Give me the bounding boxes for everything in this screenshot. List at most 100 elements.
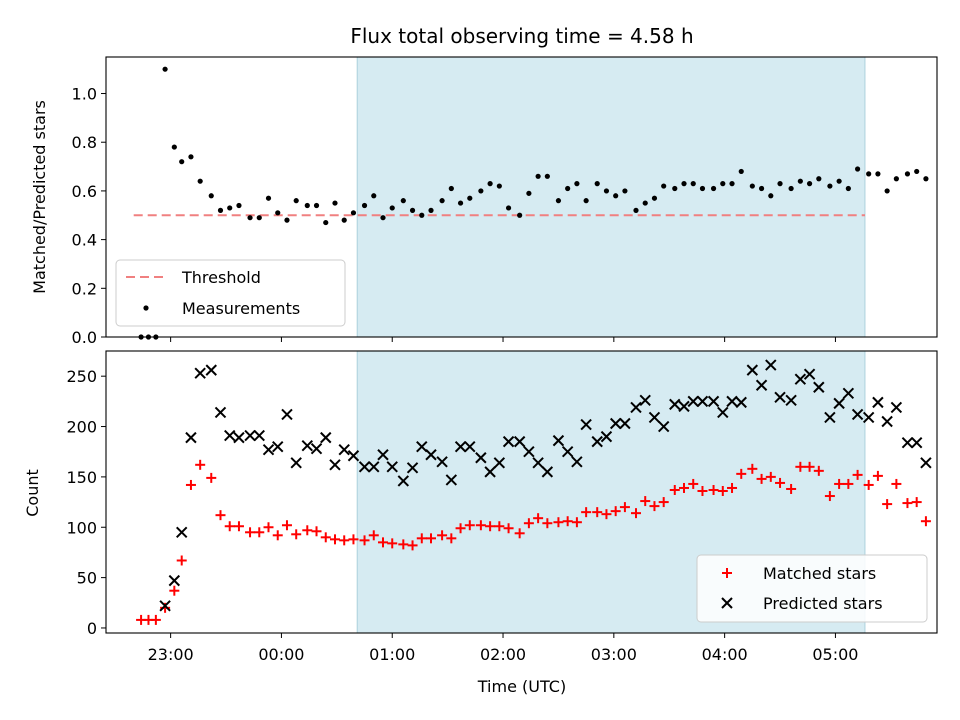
predicted-star-point bbox=[619, 417, 631, 430]
matched-star-point bbox=[688, 478, 699, 489]
matched-star-point bbox=[514, 528, 525, 539]
matched-star-point bbox=[679, 482, 690, 493]
predicted-star-point bbox=[552, 434, 565, 447]
predicted-star-point bbox=[824, 411, 836, 424]
matched-star-point bbox=[523, 518, 534, 529]
predicted-star-point bbox=[532, 457, 544, 469]
measurement-point bbox=[594, 181, 600, 187]
matched-star-point bbox=[233, 521, 244, 532]
matched-star-point bbox=[756, 473, 767, 484]
matched-star-point bbox=[329, 534, 340, 545]
measurement-point bbox=[448, 185, 454, 192]
matched-star-point bbox=[775, 477, 786, 488]
bottom-x-tick-label: 01:00 bbox=[369, 645, 415, 664]
predicted-star-point bbox=[194, 367, 206, 379]
measurement-point bbox=[574, 181, 580, 187]
measurement-point bbox=[854, 166, 861, 172]
predicted-star-point bbox=[580, 418, 592, 431]
matched-star-point bbox=[215, 510, 226, 521]
measurement-point bbox=[544, 173, 550, 179]
measurement-point bbox=[496, 183, 502, 189]
measurement-point bbox=[875, 171, 881, 177]
legend-measurement-swatch bbox=[143, 305, 149, 311]
measurement-point bbox=[323, 219, 329, 226]
predicted-star-point bbox=[774, 391, 786, 404]
matched-star-point bbox=[281, 520, 292, 531]
bottom-x-tick-label: 05:00 bbox=[812, 645, 858, 664]
measurement-point bbox=[428, 207, 434, 213]
matched-star-point bbox=[765, 471, 776, 482]
matched-star-point bbox=[640, 496, 651, 507]
matched-star-point bbox=[717, 485, 728, 496]
measurement-point bbox=[690, 181, 696, 187]
predicted-star-point bbox=[890, 401, 903, 414]
predicted-star-point bbox=[687, 395, 699, 408]
measurement-point bbox=[304, 202, 310, 209]
measurement-point bbox=[371, 193, 377, 199]
matched-star-point bbox=[339, 535, 350, 546]
measurement-point bbox=[893, 176, 899, 182]
measurement-point bbox=[197, 178, 203, 184]
measurement-point bbox=[227, 205, 233, 211]
measurement-point bbox=[526, 190, 532, 196]
predicted-star-point bbox=[513, 435, 526, 448]
predicted-star-point bbox=[338, 443, 350, 456]
measurement-point bbox=[555, 198, 562, 204]
measurement-point bbox=[914, 168, 920, 175]
top-shaded-span bbox=[356, 56, 866, 338]
top-legend-box bbox=[115, 259, 346, 327]
measurement-point bbox=[565, 185, 571, 192]
matched-star-point bbox=[426, 533, 437, 544]
measurement-point bbox=[827, 183, 833, 189]
measurement-point bbox=[699, 185, 706, 192]
matched-star-point bbox=[824, 491, 835, 502]
predicted-star-point bbox=[648, 411, 661, 424]
matched-star-point bbox=[475, 520, 486, 531]
bottom-y-tick-label: 0 bbox=[87, 619, 97, 638]
matched-star-point bbox=[601, 509, 612, 520]
predicted-star-point bbox=[833, 397, 845, 410]
top-y-tick-label: 0.8 bbox=[72, 133, 97, 152]
measurement-point bbox=[720, 181, 726, 187]
measurement-point bbox=[505, 205, 512, 211]
predicted-star-point bbox=[377, 449, 389, 461]
predicted-star-point bbox=[493, 457, 506, 469]
legend-predicted-label: Predicted stars bbox=[763, 594, 883, 613]
legend-predicted-swatch bbox=[721, 597, 733, 609]
legend-measurement-label: Measurements bbox=[182, 299, 300, 318]
measurement-point bbox=[806, 181, 813, 187]
measurement-point bbox=[517, 212, 523, 218]
matched-star-point bbox=[902, 498, 913, 509]
predicted-star-point bbox=[657, 420, 670, 433]
predicted-star-point bbox=[609, 417, 622, 430]
matched-star-point bbox=[697, 485, 708, 496]
measurement-point bbox=[768, 193, 774, 199]
matched-star-point bbox=[320, 532, 331, 543]
matched-star-point bbox=[503, 523, 514, 534]
measurement-point bbox=[409, 207, 416, 213]
matched-star-point bbox=[658, 497, 669, 508]
matched-star-point bbox=[263, 522, 274, 533]
measurement-point bbox=[884, 188, 890, 194]
predicted-star-point bbox=[707, 395, 720, 408]
predicted-star-point bbox=[475, 452, 487, 464]
matched-star-point bbox=[378, 537, 388, 548]
matched-star-point bbox=[348, 534, 359, 545]
predicted-star-point bbox=[591, 435, 603, 448]
matched-star-point bbox=[224, 521, 235, 532]
predicted-star-point bbox=[281, 408, 293, 421]
matched-star-point bbox=[291, 529, 302, 540]
matched-star-point bbox=[872, 470, 883, 481]
matched-star-point bbox=[911, 497, 922, 508]
bottom-frame bbox=[105, 350, 938, 634]
measurement-point bbox=[265, 195, 272, 201]
matched-star-point bbox=[630, 508, 641, 519]
predicted-star-point bbox=[785, 394, 797, 407]
matched-star-point bbox=[169, 585, 180, 596]
matched-star-point bbox=[786, 483, 797, 494]
predicted-star-point bbox=[224, 429, 236, 442]
predicted-star-point bbox=[159, 600, 171, 612]
predicted-star-point bbox=[454, 440, 467, 453]
matched-star-point bbox=[437, 530, 448, 541]
top-legend: Threshold Measurements bbox=[115, 259, 346, 327]
